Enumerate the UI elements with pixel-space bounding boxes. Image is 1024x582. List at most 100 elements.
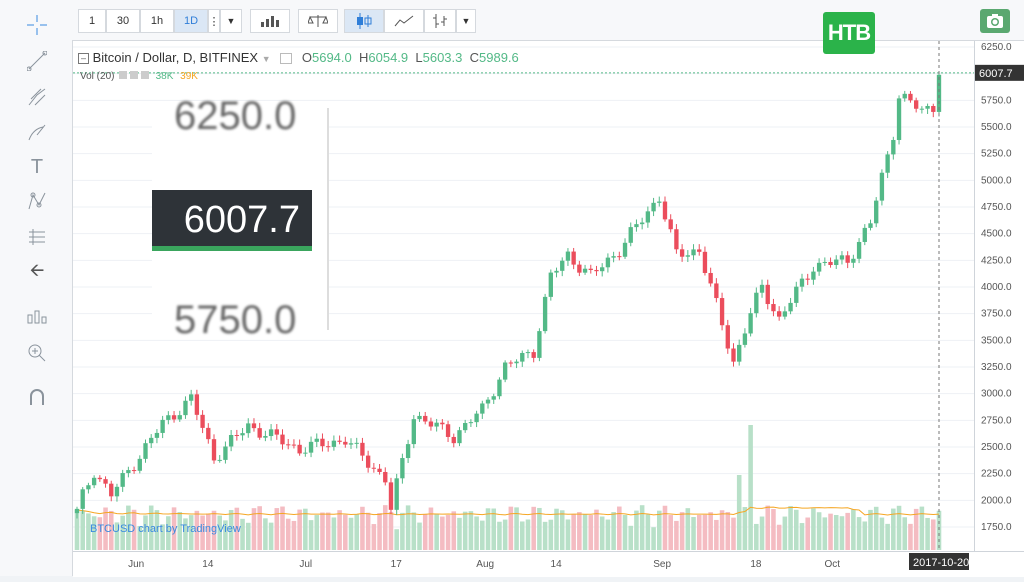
candle xyxy=(799,273,805,292)
candle xyxy=(685,250,690,263)
volume-bar xyxy=(160,524,165,550)
volume-bar xyxy=(851,509,856,550)
volume-bar xyxy=(382,505,388,550)
interval-1m-button[interactable]: 1 xyxy=(78,9,106,33)
price-tick-label: 2750.0 xyxy=(981,415,1012,426)
volume-bar xyxy=(428,507,434,550)
candle xyxy=(834,255,839,269)
candle xyxy=(257,422,262,440)
candle-body xyxy=(537,331,542,358)
interval-1d-button[interactable]: 1D xyxy=(174,9,208,33)
candle xyxy=(497,377,502,400)
candle xyxy=(286,438,291,450)
compare-scale-icon[interactable] xyxy=(298,9,338,33)
volume-bar xyxy=(303,508,308,550)
candle xyxy=(365,450,371,473)
tradingview-watermark[interactable]: BTCUSD chart by TradingView xyxy=(90,523,241,535)
candle xyxy=(594,265,599,276)
zoom-in-icon[interactable] xyxy=(26,342,48,364)
crosshair-icon[interactable] xyxy=(26,14,48,36)
back-arrow-icon[interactable]: 🡨 xyxy=(29,260,45,280)
volume-bar xyxy=(291,520,297,550)
time-axis[interactable]: Jun 14 Jul 17 Aug 14 Sep 18 Oct 2017-10-20 xyxy=(73,551,1024,577)
candle-body xyxy=(463,422,468,431)
volume-bar xyxy=(211,510,217,550)
candle-body xyxy=(257,428,262,438)
volume-hide-icon[interactable] xyxy=(130,71,139,79)
candle-body xyxy=(856,241,862,259)
time-tick-label: Jul xyxy=(299,559,312,570)
measure-icon[interactable] xyxy=(26,306,48,328)
volume-bar xyxy=(651,527,656,550)
price-tick-label: 3250.0 xyxy=(981,362,1012,373)
candle-body xyxy=(913,100,919,109)
volume-bar xyxy=(508,506,514,550)
candle xyxy=(514,359,519,369)
candle-body xyxy=(485,399,491,404)
volume-bar xyxy=(833,515,839,550)
volume-bar xyxy=(674,520,679,550)
candle-body xyxy=(160,419,165,433)
price-tick-label: 5250.0 xyxy=(981,149,1012,160)
volume-bar xyxy=(542,521,548,550)
candle xyxy=(326,440,331,452)
volume-label[interactable]: Vol (20) xyxy=(80,71,115,82)
candle xyxy=(126,466,131,478)
candle xyxy=(537,328,542,362)
volume-bar xyxy=(337,510,342,550)
more-dots-icon[interactable]: ⋮ xyxy=(208,9,220,33)
candle-body xyxy=(571,251,576,265)
pitchfork-icon[interactable] xyxy=(26,86,48,108)
volume-close-icon[interactable] xyxy=(140,71,149,79)
interval-1h-button[interactable]: 1h xyxy=(140,9,174,33)
candles-icon[interactable] xyxy=(344,9,384,33)
candle-body xyxy=(908,93,913,101)
settings-icon[interactable] xyxy=(280,53,293,65)
candle xyxy=(428,417,434,431)
candle-body xyxy=(679,249,685,257)
volume-bar xyxy=(148,505,154,550)
candle-body xyxy=(377,468,382,472)
candle-body xyxy=(326,446,331,448)
volume-bar xyxy=(759,516,765,550)
volume-bar xyxy=(571,514,576,550)
volume-settings-icon[interactable] xyxy=(119,71,128,79)
bars-chart-icon[interactable] xyxy=(424,9,456,33)
interval-30m-button[interactable]: 30 xyxy=(106,9,140,33)
symbol-dropdown-icon[interactable]: ▼ xyxy=(261,54,271,64)
candle xyxy=(754,287,759,318)
candle-body xyxy=(719,298,725,326)
candle-body xyxy=(617,256,622,258)
interval-dropdown-icon[interactable]: ▼ xyxy=(220,9,242,33)
candle xyxy=(634,219,639,232)
camera-icon[interactable] xyxy=(980,9,1010,33)
candle xyxy=(308,436,314,458)
pattern-icon[interactable] xyxy=(26,190,48,212)
price-axis[interactable]: 6250.06000.05750.05500.05250.05000.04750… xyxy=(974,41,1024,551)
symbol-title[interactable]: Bitcoin / Dollar, D, BITFINEX xyxy=(92,50,259,65)
volume-bar xyxy=(868,509,873,550)
chart-type-dropdown-icon[interactable]: ▼ xyxy=(456,9,476,33)
candlestick-chart[interactable] xyxy=(73,41,974,551)
zoom-top-value: 6250.0 xyxy=(174,94,297,138)
candle xyxy=(874,197,879,228)
candle-body xyxy=(131,470,137,472)
indicators-icon[interactable] xyxy=(250,9,290,33)
prediction-icon[interactable] xyxy=(26,226,48,248)
line-chart-icon[interactable] xyxy=(384,9,424,33)
volume-bar xyxy=(896,505,902,550)
candle xyxy=(445,420,451,443)
trend-line-icon[interactable] xyxy=(26,50,48,72)
candle xyxy=(343,436,348,448)
magnet-icon[interactable] xyxy=(26,386,48,408)
volume-bar xyxy=(925,517,930,550)
text-tool-icon[interactable]: T xyxy=(30,155,44,178)
volume-bar xyxy=(662,505,668,550)
brush-icon[interactable] xyxy=(26,122,48,144)
candle-body xyxy=(816,262,822,272)
collapse-icon[interactable]: – xyxy=(78,53,89,65)
candle-body xyxy=(91,477,97,486)
volume-bar xyxy=(799,523,805,550)
candle xyxy=(839,251,845,265)
candle xyxy=(554,267,559,278)
